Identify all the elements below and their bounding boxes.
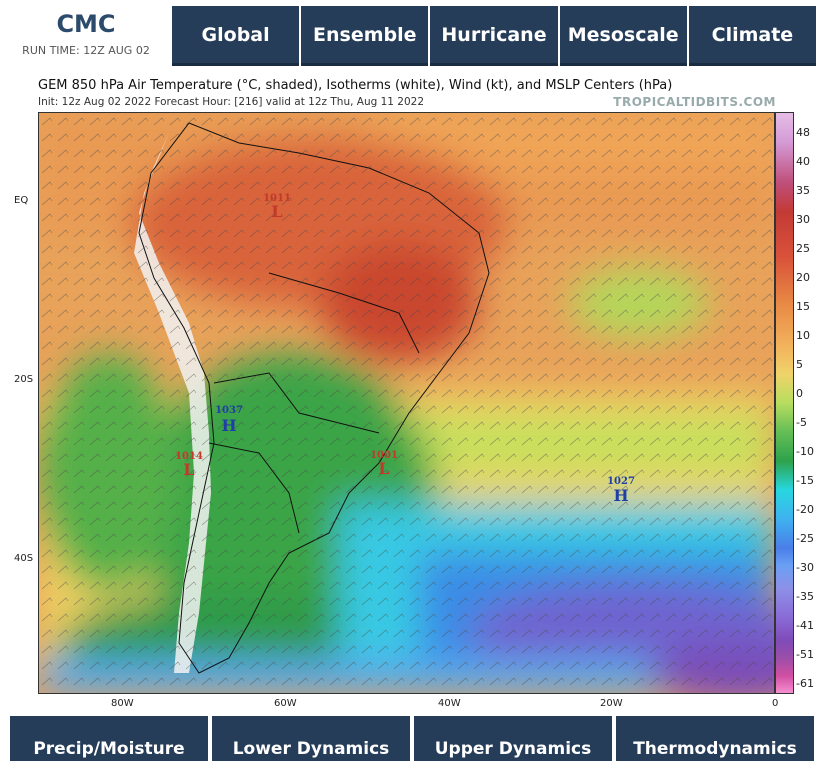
colorbar-label: -35 xyxy=(796,590,814,603)
top-nav: Global Ensemble Hurricane Mesoscale Clim… xyxy=(172,6,818,66)
center-letter: H xyxy=(221,416,236,435)
colorbar xyxy=(775,112,794,694)
lat-label: EQ xyxy=(14,195,29,206)
tab-hurricane[interactable]: Hurricane xyxy=(430,6,558,66)
center-value: 1037 xyxy=(215,405,243,416)
center-letter: L xyxy=(183,460,194,479)
center-letter: H xyxy=(613,486,628,505)
colorbar-label: -61 xyxy=(796,677,814,690)
colorbar-label: 10 xyxy=(796,329,810,342)
colorbar-label: -30 xyxy=(796,561,814,574)
tab-global[interactable]: Global xyxy=(172,6,300,66)
colorbar-label: 30 xyxy=(796,213,810,226)
colorbar-label: 15 xyxy=(796,300,810,313)
run-time: RUN TIME: 12Z AUG 02 xyxy=(22,44,150,57)
lon-label: 0 xyxy=(772,698,779,709)
watermark: TROPICALTIDBITS.COM xyxy=(613,95,776,109)
colorbar-label: 5 xyxy=(796,358,803,371)
tab-upper-dynamics[interactable]: Upper Dynamics xyxy=(414,716,612,761)
tab-mesoscale[interactable]: Mesoscale xyxy=(559,6,687,66)
colorbar-label: -41 xyxy=(796,619,814,632)
colorbar-label: -5 xyxy=(796,416,807,429)
center-value: 1011 xyxy=(263,193,291,204)
colorbar-label: -20 xyxy=(796,503,814,516)
tab-precip-moisture[interactable]: Precip/Moisture xyxy=(10,716,208,761)
center-value: 1001 xyxy=(370,450,398,461)
lat-label: 20S xyxy=(14,374,34,385)
colorbar-label: -51 xyxy=(796,648,814,661)
colorbar-label: 0 xyxy=(796,387,803,400)
lon-label: 20W xyxy=(600,698,623,709)
colorbar-label: 20 xyxy=(796,271,810,284)
colorbar-label: 48 xyxy=(796,126,810,139)
map-title: GEM 850 hPa Air Temperature (°C, shaded)… xyxy=(38,78,673,93)
colorbar-label: 25 xyxy=(796,242,810,255)
center-value: 1027 xyxy=(607,476,635,487)
model-name: CMC xyxy=(56,10,116,38)
center-value: 1014 xyxy=(175,451,203,462)
tab-lower-dynamics[interactable]: Lower Dynamics xyxy=(212,716,410,761)
model-brand: CMC RUN TIME: 12Z AUG 02 xyxy=(0,0,172,66)
colorbar-label: -10 xyxy=(796,445,814,458)
center-letter: L xyxy=(271,202,282,221)
map-subtitle: Init: 12z Aug 02 2022 Forecast Hour: [21… xyxy=(38,96,425,108)
temperature-map: 1011 L 1037 H 1014 L 1001 L 1027 H xyxy=(38,112,775,694)
colorbar-label: -25 xyxy=(796,532,814,545)
colorbar-label: 35 xyxy=(796,184,810,197)
tab-climate[interactable]: Climate xyxy=(688,6,817,66)
lat-label: 40S xyxy=(14,553,34,564)
tab-ensemble[interactable]: Ensemble xyxy=(301,6,429,66)
lon-label: 40W xyxy=(438,698,461,709)
lon-label: 80W xyxy=(111,698,134,709)
pressure-centers: 1011 L 1037 H 1014 L 1001 L 1027 H xyxy=(175,193,635,505)
center-letter: L xyxy=(378,459,389,478)
colorbar-label: 40 xyxy=(796,155,810,168)
colorbar-label: -15 xyxy=(796,474,814,487)
bottom-nav: Precip/Moisture Lower Dynamics Upper Dyn… xyxy=(10,716,818,761)
lon-label: 60W xyxy=(274,698,297,709)
tab-thermodynamics[interactable]: Thermodynamics xyxy=(616,716,814,761)
